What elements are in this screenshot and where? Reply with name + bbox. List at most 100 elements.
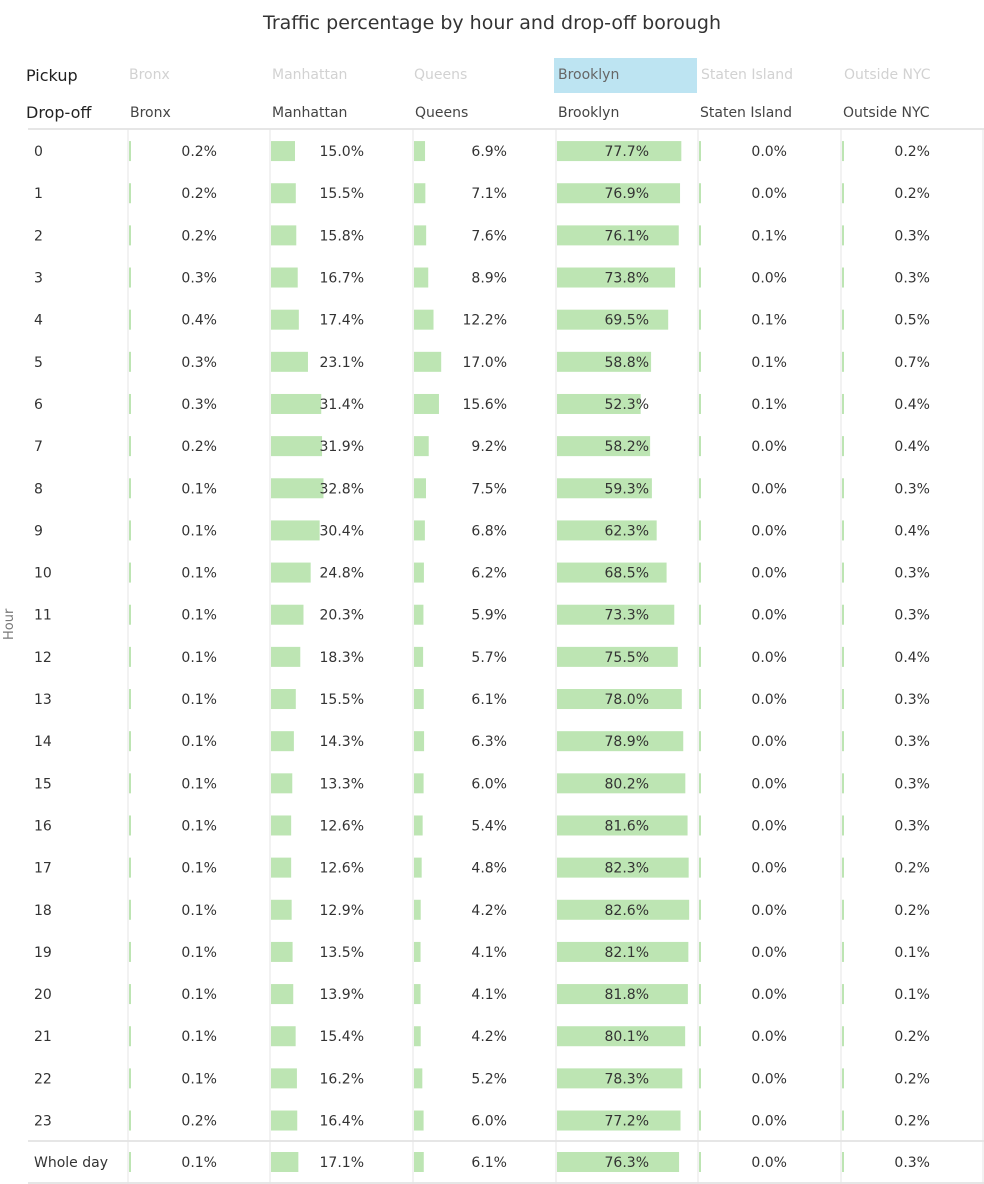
- hour-row-label: 5: [34, 355, 43, 371]
- value-brooklyn: 76.3%: [605, 1155, 649, 1171]
- hour-row-label: 17: [34, 861, 52, 877]
- bar-queens: [414, 478, 426, 499]
- value-staten-island: 0.0%: [751, 481, 787, 497]
- value-brooklyn: 76.9%: [605, 186, 649, 202]
- bar-manhattan: [271, 941, 293, 962]
- bar-queens: [414, 225, 427, 246]
- pickup-filter-outside-nyc[interactable]: Outside NYC: [844, 67, 931, 83]
- value-manhattan: 15.8%: [320, 228, 364, 244]
- value-bronx: 0.1%: [181, 1029, 217, 1045]
- bar-bronx: [129, 478, 131, 499]
- value-outside-nyc: 0.3%: [894, 734, 930, 750]
- value-outside-nyc: 0.2%: [894, 1114, 930, 1130]
- bar-brooklyn: [557, 1068, 683, 1089]
- hour-row-label: 14: [34, 734, 52, 750]
- bar-staten-island: [699, 1068, 701, 1089]
- value-outside-nyc: 0.3%: [894, 228, 930, 244]
- bar-brooklyn: [557, 520, 657, 541]
- value-brooklyn: 78.0%: [605, 692, 649, 708]
- bar-manhattan: [271, 1026, 296, 1047]
- bar-queens: [414, 141, 426, 162]
- bar-queens: [414, 267, 429, 288]
- pickup-filter-bronx[interactable]: Bronx: [129, 67, 170, 83]
- bar-staten-island: [699, 225, 701, 246]
- bar-queens: [414, 1026, 421, 1047]
- bar-brooklyn: [557, 815, 688, 836]
- value-bronx: 0.1%: [181, 523, 217, 539]
- bar-manhattan: [271, 562, 311, 583]
- hour-row-label: 9: [34, 523, 43, 539]
- pickup-filter-brooklyn[interactable]: Brooklyn: [554, 58, 697, 93]
- value-staten-island: 0.0%: [751, 1029, 787, 1045]
- bar-queens: [414, 773, 424, 794]
- bar-bronx: [129, 646, 131, 667]
- value-queens: 4.1%: [471, 945, 507, 961]
- bar-queens: [414, 1152, 424, 1172]
- bar-staten-island: [699, 773, 701, 794]
- value-manhattan: 23.1%: [320, 355, 364, 371]
- value-bronx: 0.1%: [181, 945, 217, 961]
- bar-queens: [414, 646, 424, 667]
- bar-staten-island: [699, 646, 701, 667]
- bar-bronx: [129, 1068, 131, 1089]
- value-manhattan: 15.4%: [320, 1029, 364, 1045]
- value-queens: 4.2%: [471, 1029, 507, 1045]
- bar-staten-island: [699, 141, 701, 162]
- bar-staten-island: [699, 351, 701, 372]
- value-queens: 17.0%: [463, 355, 507, 371]
- bar-staten-island: [699, 689, 701, 710]
- value-outside-nyc: 0.2%: [894, 1071, 930, 1087]
- bar-brooklyn: [557, 436, 651, 457]
- pickup-filter-queens[interactable]: Queens: [414, 67, 468, 83]
- value-manhattan: 16.7%: [320, 271, 364, 287]
- bar-staten-island: [699, 899, 701, 920]
- value-queens: 7.1%: [471, 186, 507, 202]
- column-header-manhattan: Manhattan: [272, 105, 348, 121]
- hour-row-label: 18: [34, 903, 52, 919]
- bar-outside-nyc: [842, 773, 844, 794]
- bar-bronx: [129, 225, 131, 246]
- pickup-filter-manhattan[interactable]: Manhattan: [272, 67, 348, 83]
- column-header-outside-nyc: Outside NYC: [843, 105, 930, 121]
- value-staten-island: 0.0%: [751, 439, 787, 455]
- value-brooklyn: 73.8%: [605, 271, 649, 287]
- bar-queens: [414, 815, 423, 836]
- value-staten-island: 0.0%: [751, 987, 787, 1003]
- bar-brooklyn: [557, 689, 682, 710]
- bar-manhattan: [271, 899, 292, 920]
- hour-row-label: 8: [34, 481, 43, 497]
- value-outside-nyc: 0.5%: [894, 313, 930, 329]
- bar-queens: [414, 1110, 424, 1131]
- pickup-filter-staten-island[interactable]: Staten Island: [701, 67, 794, 83]
- bar-outside-nyc: [842, 815, 844, 836]
- value-staten-island: 0.0%: [751, 734, 787, 750]
- value-bronx: 0.2%: [181, 186, 217, 202]
- value-brooklyn: 68.5%: [605, 566, 649, 582]
- bar-outside-nyc: [842, 562, 844, 583]
- bar-brooklyn: [557, 984, 688, 1005]
- value-manhattan: 13.9%: [320, 987, 364, 1003]
- bar-queens: [414, 604, 424, 625]
- value-outside-nyc: 0.4%: [894, 650, 930, 666]
- value-queens: 6.9%: [471, 144, 507, 160]
- bar-queens: [414, 520, 425, 541]
- bar-manhattan: [271, 731, 294, 752]
- bar-staten-island: [699, 604, 701, 625]
- bar-manhattan: [271, 773, 293, 794]
- hour-row-label: 16: [34, 818, 52, 834]
- value-staten-island: 0.0%: [751, 945, 787, 961]
- value-outside-nyc: 0.2%: [894, 144, 930, 160]
- value-bronx: 0.1%: [181, 650, 217, 666]
- value-staten-island: 0.0%: [751, 861, 787, 877]
- value-brooklyn: 81.6%: [605, 818, 649, 834]
- bar-manhattan: [271, 520, 320, 541]
- value-bronx: 0.3%: [181, 271, 217, 287]
- bar-staten-island: [699, 815, 701, 836]
- column-header-brooklyn: Brooklyn: [558, 105, 620, 121]
- chart-title: Traffic percentage by hour and drop-off …: [263, 12, 721, 34]
- bar-outside-nyc: [842, 984, 844, 1005]
- value-outside-nyc: 0.1%: [894, 987, 930, 1003]
- bar-manhattan: [271, 393, 322, 414]
- bar-manhattan: [271, 857, 292, 878]
- bar-queens: [414, 689, 424, 710]
